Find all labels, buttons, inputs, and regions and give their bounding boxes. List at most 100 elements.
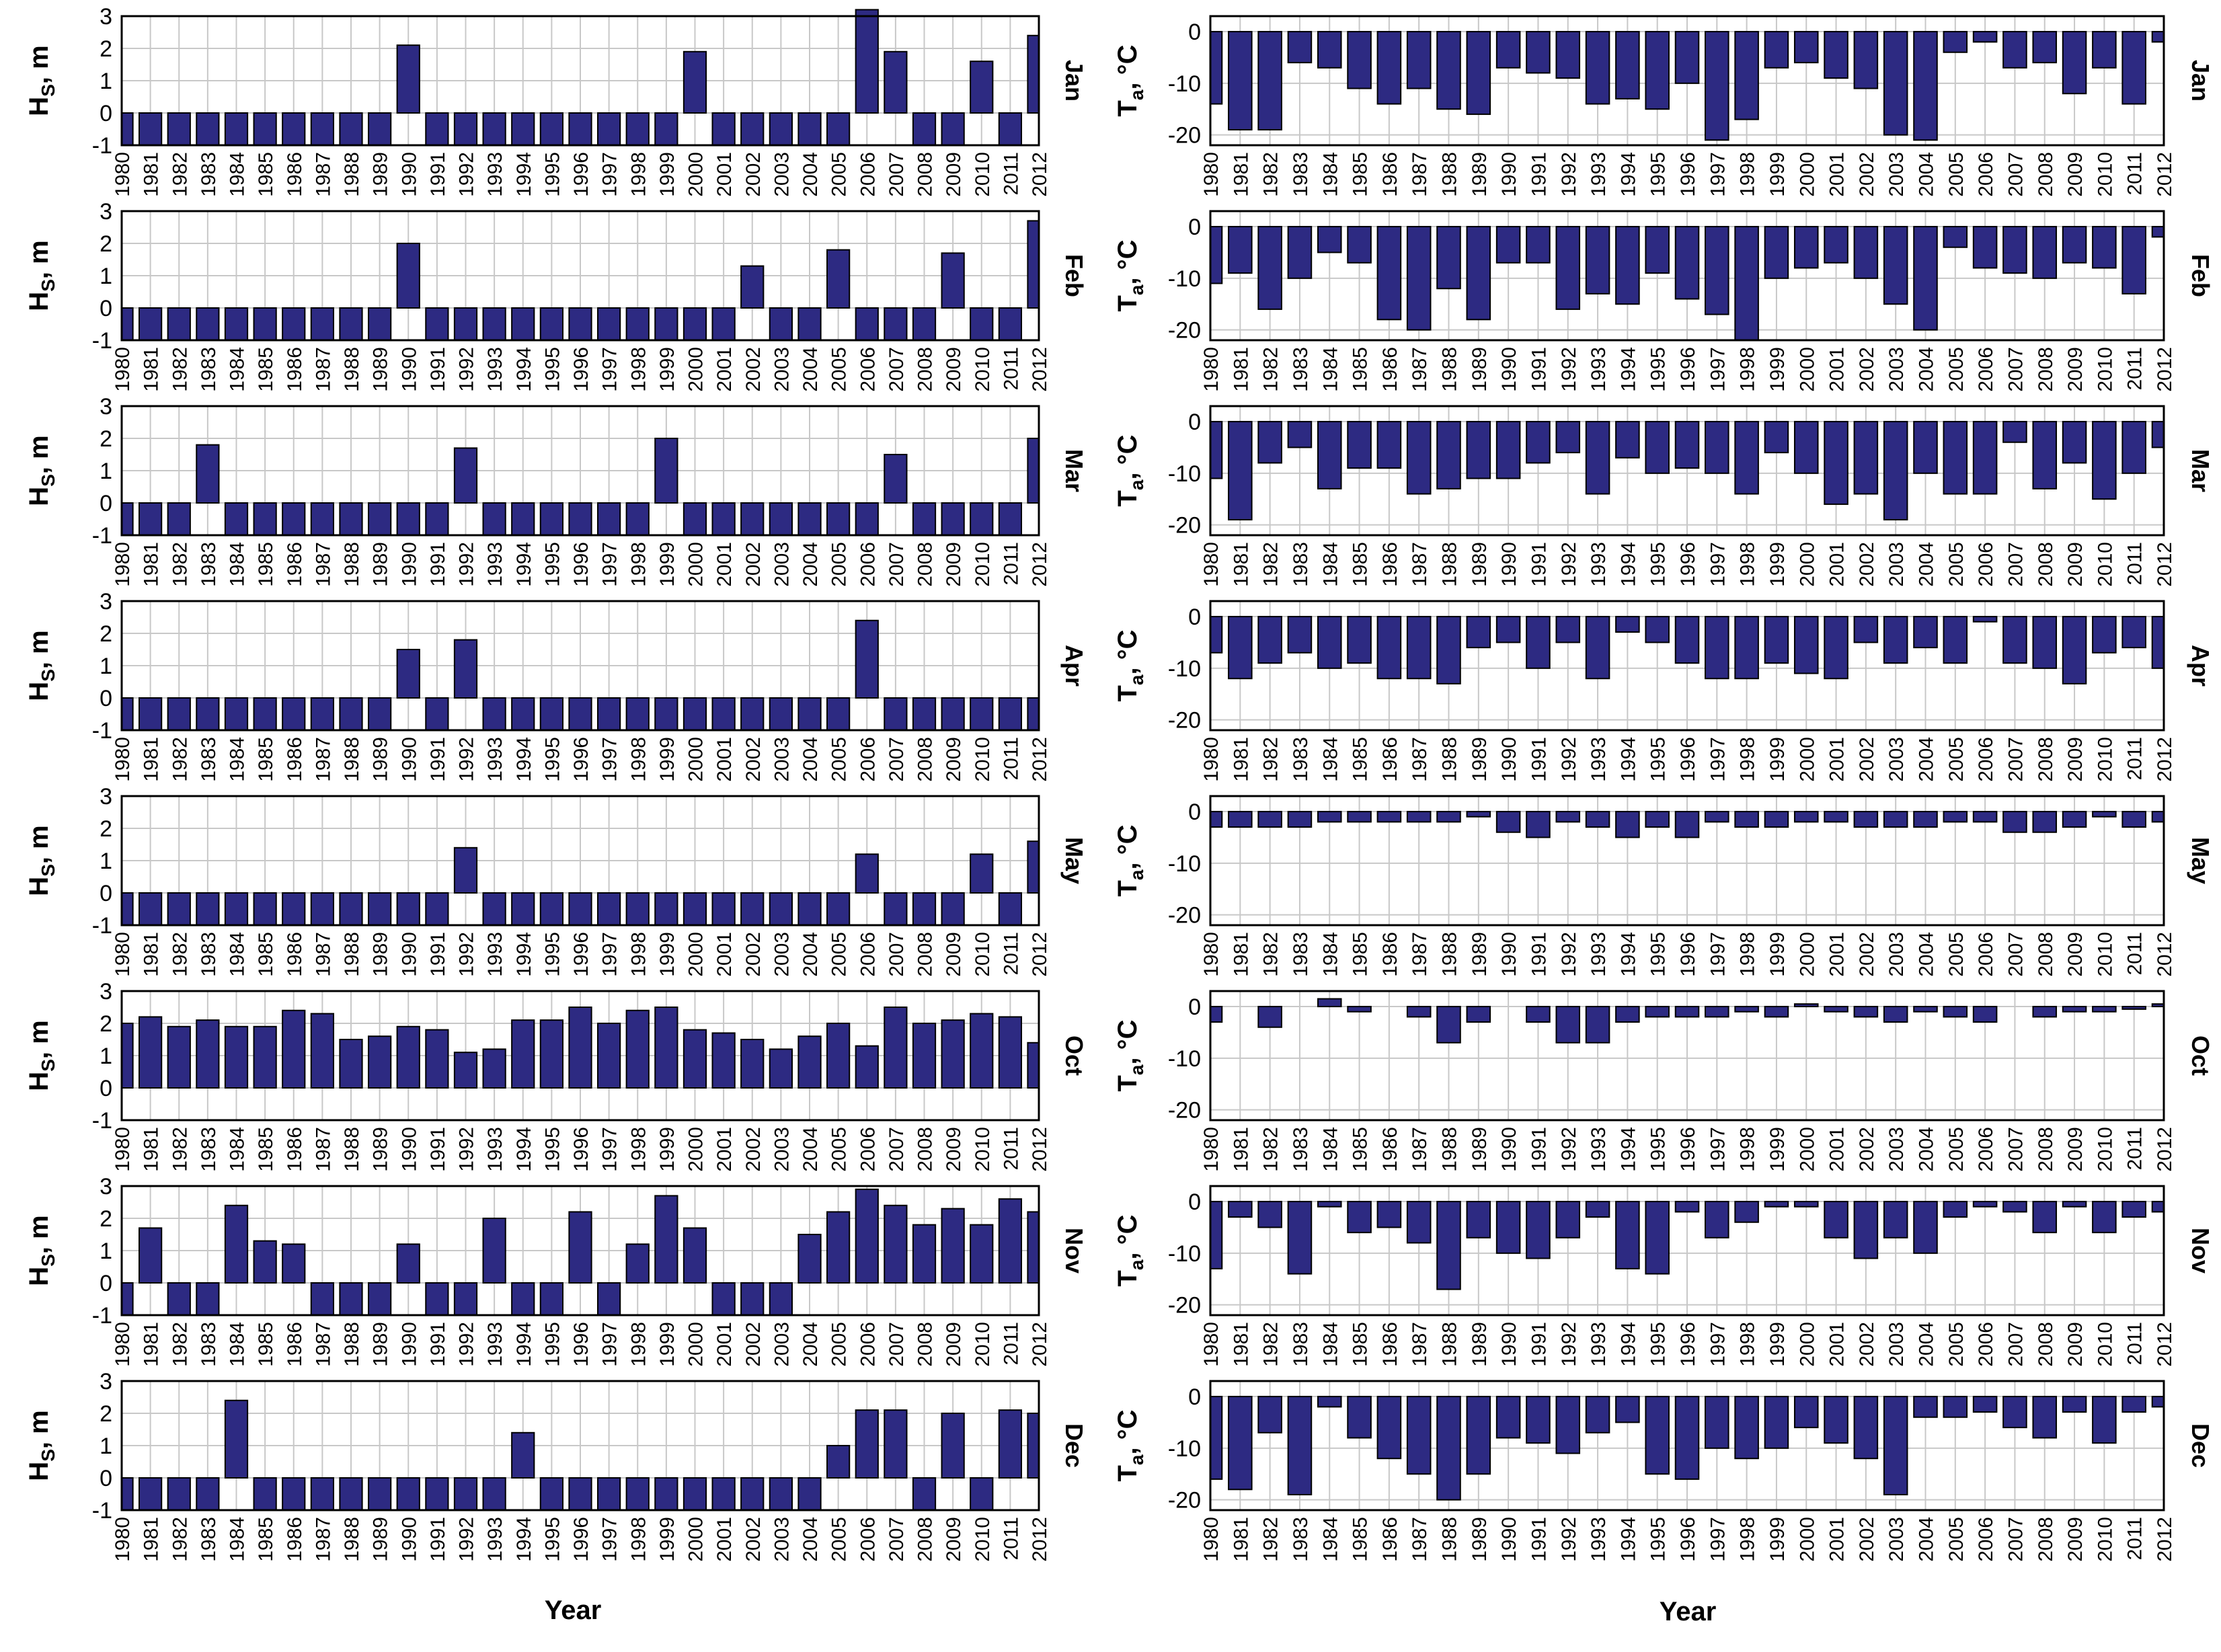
x-tick-label: 2011 xyxy=(2124,1517,2146,1561)
bar xyxy=(597,502,621,536)
bar xyxy=(396,1477,420,1511)
x-tick-label: 1981 xyxy=(141,1127,163,1172)
x-tick-label: 1998 xyxy=(1737,932,1759,977)
y-axis-title-sub: S xyxy=(38,84,59,97)
bar xyxy=(2121,1006,2146,1010)
y-axis-title-main: T xyxy=(1113,490,1142,506)
bar xyxy=(196,1477,220,1511)
x-tick-label: 2005 xyxy=(828,737,851,782)
y-axis-title-unit: , m xyxy=(24,1020,54,1059)
x-tick-label: 1981 xyxy=(141,542,163,587)
bar xyxy=(1228,421,1253,520)
panel-Ta-may: -20 -10 0 1980 1981 1982 1983 1984 1985 1986 1987 1… xyxy=(1113,795,2214,977)
x-tick-label: 1980 xyxy=(112,932,134,977)
x-tick-label: 1986 xyxy=(1379,152,1401,197)
x-tick-label: 2012 xyxy=(2154,932,2176,977)
x-tick-label: 1993 xyxy=(1588,737,1610,782)
x-tick-label: 2002 xyxy=(742,1127,765,1172)
x-tick-label: 2006 xyxy=(1975,1517,1997,1562)
x-tick-label: 2003 xyxy=(771,1517,793,1562)
bar xyxy=(539,1019,563,1089)
bar xyxy=(539,112,563,146)
x-tick-label: 1985 xyxy=(1350,542,1372,587)
month-label: Oct xyxy=(2187,1035,2214,1076)
x-tick-label: 2011 xyxy=(2124,152,2146,196)
bar xyxy=(1793,421,1819,474)
bar xyxy=(1615,421,1640,459)
bar xyxy=(1972,421,1998,495)
x-tick-label: 2007 xyxy=(886,542,908,587)
x-tick-label: 2010 xyxy=(2094,152,2116,197)
bar xyxy=(1466,226,1491,321)
x-tick-label: 1994 xyxy=(513,1127,535,1172)
x-tick-label: 1980 xyxy=(1200,932,1222,977)
bar xyxy=(1943,1006,1968,1018)
x-tick-label: 2010 xyxy=(972,932,994,977)
bar xyxy=(1495,226,1521,264)
x-tick-label: 1988 xyxy=(1439,932,1461,977)
x-tick-label: 2009 xyxy=(2064,152,2087,197)
y-tick-label: -1 xyxy=(92,523,112,549)
x-tick-label: 1986 xyxy=(284,347,306,392)
x-tick-label: 2000 xyxy=(685,932,707,977)
bar xyxy=(1228,1201,1253,1218)
panel-Hs-oct: -1 0 1 2 3 1980 1981 1982 1983 1984 1985 1986 1987 19… xyxy=(24,979,1088,1172)
bar xyxy=(1913,1201,1938,1254)
bar xyxy=(711,697,736,731)
x-tick-label: 1986 xyxy=(1379,1517,1401,1562)
bar xyxy=(597,1023,621,1089)
x-tick-label: 2012 xyxy=(1029,1127,1051,1172)
y-tick-label: 0 xyxy=(1188,409,1201,435)
x-tick-label: 1991 xyxy=(1528,152,1550,197)
x-tick-label: 2010 xyxy=(2094,737,2116,782)
x-tick-label: 2005 xyxy=(1945,1517,1967,1562)
x-tick-label: 1983 xyxy=(198,737,220,782)
x-tick-label: 2003 xyxy=(771,1127,793,1172)
y-tick-label: 0 xyxy=(100,1076,112,1101)
bar xyxy=(310,1477,334,1511)
x-tick-label: 1994 xyxy=(1617,737,1639,782)
month-label: Nov xyxy=(2187,1228,2214,1273)
bar xyxy=(711,1032,736,1089)
x-tick-label: 1997 xyxy=(599,932,621,977)
bar xyxy=(453,639,478,699)
x-tick-label: 1983 xyxy=(1290,347,1312,392)
x-tick-label: 1994 xyxy=(513,1517,535,1562)
x-tick-label: 2005 xyxy=(1945,542,1967,587)
bar xyxy=(797,307,822,341)
x-tick-label: 2004 xyxy=(800,932,822,977)
bar xyxy=(253,1240,277,1284)
y-axis-title-sub: a xyxy=(1126,1454,1147,1465)
bar xyxy=(224,307,249,341)
plot-frame xyxy=(120,405,1040,537)
bar xyxy=(482,1477,506,1511)
y-tick-label: 3 xyxy=(100,784,112,810)
y-axis-title: HS, m xyxy=(24,825,59,896)
bar xyxy=(625,697,650,731)
x-tick-label: 1993 xyxy=(484,1322,506,1367)
y-tick-label: 2 xyxy=(100,231,112,257)
x-tick-label: 1989 xyxy=(370,1127,392,1172)
x-tick-label: 1992 xyxy=(456,737,478,782)
x-tick-label: 1996 xyxy=(1677,1517,1699,1562)
y-tick-label: -20 xyxy=(1168,1488,1201,1513)
x-tick-label: 1988 xyxy=(341,932,363,977)
x-tick-label: 2007 xyxy=(2004,1322,2027,1367)
x-tick-label: 1987 xyxy=(1409,1322,1431,1367)
x-tick-label: 2001 xyxy=(713,1127,736,1172)
bar xyxy=(1645,421,1670,474)
x-tick-label: 2002 xyxy=(1856,932,1878,977)
bar xyxy=(625,307,650,341)
x-tick-label: 1990 xyxy=(398,1322,420,1367)
y-axis-title-unit: , °C xyxy=(1113,1214,1142,1259)
bar xyxy=(1883,1396,1908,1495)
x-tick-label: 1998 xyxy=(1737,1517,1759,1562)
bar xyxy=(826,1023,851,1089)
bar xyxy=(1615,811,1640,838)
x-tick-label: 1987 xyxy=(1409,542,1431,587)
bar xyxy=(339,502,363,536)
bar xyxy=(1228,1396,1253,1491)
bar xyxy=(568,1477,592,1511)
bar xyxy=(368,1477,392,1511)
bar xyxy=(1764,226,1789,279)
